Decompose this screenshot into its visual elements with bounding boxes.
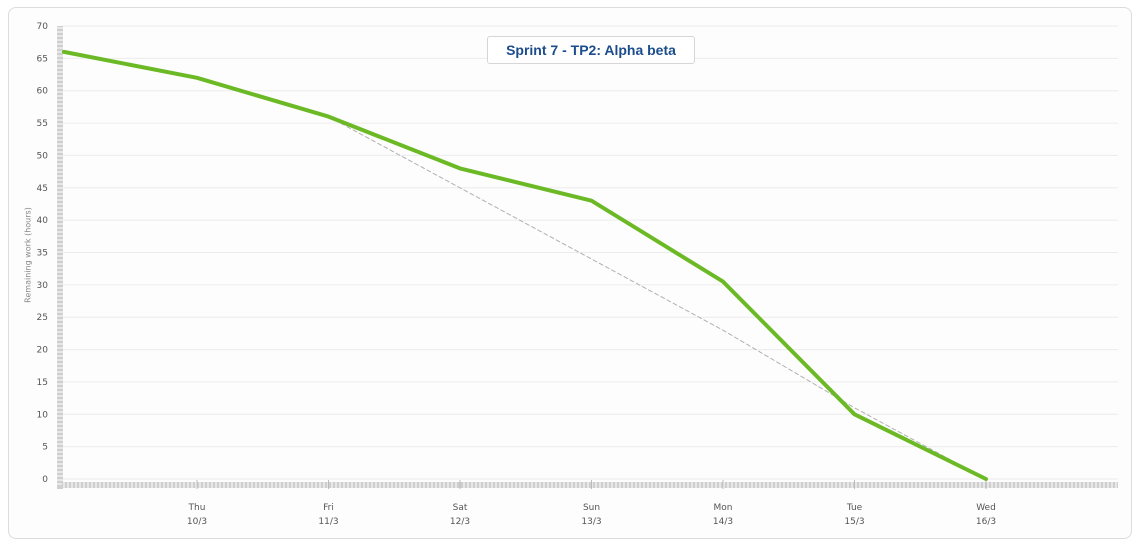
- ideal-series-line: [328, 116, 987, 480]
- y-tick-label: 25: [37, 313, 48, 323]
- y-tick-label: 30: [37, 281, 49, 291]
- y-tick-label: 40: [37, 216, 49, 226]
- x-tick-day-label: Mon: [714, 503, 733, 513]
- y-tick-label: 35: [37, 249, 48, 259]
- y-tick-label: 10: [37, 410, 49, 420]
- x-tick-day-label: Thu: [188, 503, 206, 513]
- x-tick-date-label: 16/3: [976, 517, 996, 527]
- chart-title: Sprint 7 - TP2: Alpha beta: [487, 36, 695, 64]
- grid-lines: [62, 25, 1118, 480]
- y-tick-label: 70: [37, 22, 49, 32]
- y-tick-label: 50: [37, 151, 49, 161]
- x-tick-day-label: Sat: [453, 503, 468, 513]
- y-tick-label: 5: [42, 443, 48, 453]
- y-tick-label: 65: [37, 54, 48, 64]
- x-tick-date-label: 10/3: [187, 517, 207, 527]
- x-tick-day-label: Wed: [976, 503, 996, 513]
- x-axis: Thu 10/3 Fri 11/3 Sat 12/3 Sun 13/3 Mon 14/3 Tue 15…: [62, 480, 1118, 527]
- x-axis-bar: [62, 482, 1118, 488]
- x-tick-date-label: 15/3: [844, 517, 864, 527]
- x-tick-date-label: 13/3: [581, 517, 601, 527]
- x-tick-day-label: Tue: [846, 503, 863, 513]
- y-tick-label: 55: [37, 119, 48, 129]
- x-tick-date-label: 11/3: [318, 517, 338, 527]
- y-tick-label: 0: [42, 475, 48, 485]
- y-tick-label: 15: [37, 378, 48, 388]
- y-axis-label: Remaining work (hours): [23, 207, 33, 303]
- x-tick-date-label: 14/3: [713, 517, 733, 527]
- chart-panel: [8, 7, 1132, 539]
- x-tick-day-label: Sun: [583, 503, 600, 513]
- y-tick-label: 45: [37, 184, 48, 194]
- y-axis: 0 5 10 15 20 25 30 35 40 45 50 55 60 65 70: [37, 22, 63, 489]
- y-tick-label: 60: [37, 87, 49, 97]
- series-layer: [62, 49, 988, 481]
- actual-series-line: [62, 49, 988, 481]
- x-tick-date-label: 12/3: [450, 517, 470, 527]
- y-axis-bar: [57, 26, 63, 489]
- y-tick-label: 20: [37, 346, 49, 356]
- x-tick-day-label: Fri: [323, 503, 334, 513]
